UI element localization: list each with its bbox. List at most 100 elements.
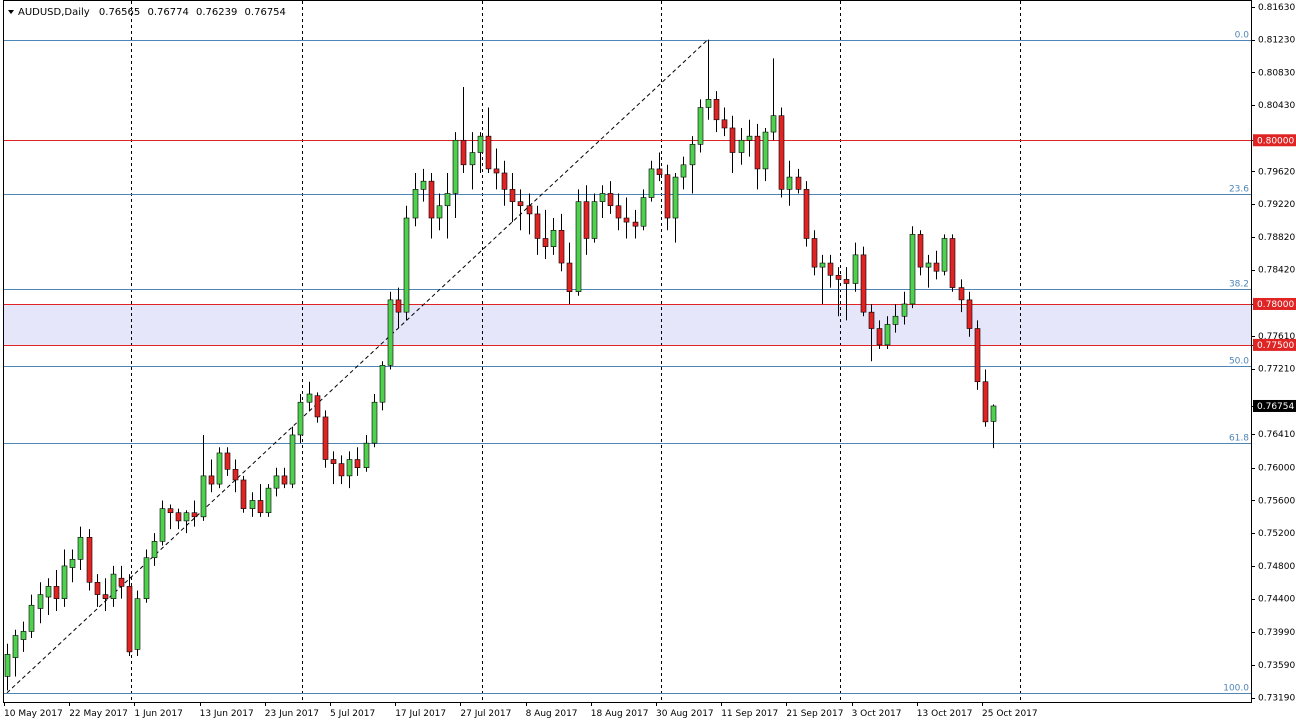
candle <box>460 87 467 173</box>
candle-body <box>974 328 981 383</box>
candle-body <box>534 213 541 239</box>
candle-body <box>249 500 256 509</box>
fib-level-label: 38.2 <box>1229 280 1249 290</box>
date-tick-label: 5 Jul 2017 <box>330 709 375 719</box>
candle <box>12 629 19 677</box>
level-tag-label: 0.77500 <box>1257 341 1294 351</box>
candle-body <box>395 299 402 313</box>
candle <box>232 459 239 493</box>
candle <box>664 164 671 231</box>
candle <box>20 621 27 652</box>
candle-body <box>94 582 101 595</box>
candle-body <box>86 536 93 583</box>
candle-body <box>77 536 84 560</box>
price-tick-label: 0.79220 <box>1258 200 1295 210</box>
date-tick-label: 10 May 2017 <box>4 709 63 719</box>
candle <box>990 404 997 449</box>
candle-body <box>697 107 704 145</box>
price-tick-label: 0.80430 <box>1258 101 1295 111</box>
candle <box>534 205 541 255</box>
candle <box>4 643 11 691</box>
candle-body <box>354 459 361 468</box>
candle <box>672 172 679 243</box>
price-tick-label: 0.76410 <box>1258 430 1295 440</box>
candle-body <box>640 197 647 227</box>
candle <box>827 254 834 288</box>
level-tag-bg <box>1253 297 1296 310</box>
candle <box>412 172 419 227</box>
candle-body <box>69 559 76 568</box>
candle-body <box>892 315 899 325</box>
candle <box>37 582 44 624</box>
candle-body <box>167 508 174 514</box>
candle-body <box>566 262 573 292</box>
candle-body <box>191 512 198 518</box>
date-tick-label: 27 Jul 2017 <box>460 709 511 719</box>
candle <box>941 234 948 276</box>
candle <box>640 189 647 231</box>
candle-body <box>623 217 630 223</box>
candle <box>656 152 663 182</box>
candle-body <box>428 180 435 219</box>
candle <box>738 127 745 165</box>
candle-body <box>45 586 52 598</box>
candle <box>721 107 728 137</box>
candle-body <box>689 144 696 166</box>
candle-body <box>469 152 476 166</box>
date-tick-label: 3 Oct 2017 <box>852 709 902 719</box>
candle <box>363 434 370 472</box>
candle-body <box>607 193 614 207</box>
candle-body <box>860 254 867 313</box>
candle-body <box>615 205 622 219</box>
candle <box>615 193 622 231</box>
candle-body <box>762 131 769 170</box>
last-price-tag-label: 0.76754 <box>1257 402 1294 412</box>
date-tick-label: 8 Aug 2017 <box>526 709 578 719</box>
date-tick-label: 17 Jul 2017 <box>395 709 446 719</box>
candle <box>314 392 321 423</box>
candle <box>306 381 313 411</box>
candle-body <box>835 275 842 280</box>
candle-body <box>314 395 321 418</box>
candle-body <box>183 512 190 522</box>
price-tick-label: 0.73190 <box>1258 694 1295 704</box>
candle-body <box>232 469 239 481</box>
open-value: 0.76565 <box>99 7 140 18</box>
candle-body <box>460 139 467 166</box>
candle-body <box>958 287 965 301</box>
price-tick-label: 0.80830 <box>1258 68 1295 78</box>
candle <box>249 492 256 517</box>
candle <box>69 549 76 583</box>
candle <box>542 209 549 259</box>
candle-body <box>501 172 508 190</box>
candle-body <box>591 201 598 239</box>
fibonacci-levels: 0.0 23.6 38.2 50.0 61.8 100.0 <box>4 31 1251 694</box>
candle-body <box>729 127 736 153</box>
candle-body <box>966 299 973 329</box>
candle-body <box>159 508 166 542</box>
date-tick-label: 25 Oct 2017 <box>982 709 1038 719</box>
candle <box>77 526 84 571</box>
candle-body <box>306 393 313 403</box>
candle-body <box>452 139 459 194</box>
candle-body <box>738 139 745 153</box>
low-value: 0.76239 <box>196 7 237 18</box>
candle-body <box>379 365 386 403</box>
trendline[interactable] <box>6 39 709 694</box>
candle <box>159 500 166 546</box>
candle <box>94 574 101 607</box>
candle <box>477 132 484 173</box>
candle-body <box>550 229 557 247</box>
candle-body <box>387 299 394 366</box>
candle-body <box>110 573 117 599</box>
triangle-down-icon[interactable] <box>8 10 14 14</box>
svg-text:AUDUSD,Daily 0.76565: AUDUSD,Daily 0.76565 0.76774 0.76239 0.7… <box>18 7 286 18</box>
fib-level-label: 23.6 <box>1229 185 1249 195</box>
candle <box>110 565 117 607</box>
candle-body <box>746 135 753 141</box>
candle-body <box>632 221 639 227</box>
candle-body <box>297 401 304 436</box>
candle <box>428 172 435 239</box>
candle-body <box>949 238 956 288</box>
